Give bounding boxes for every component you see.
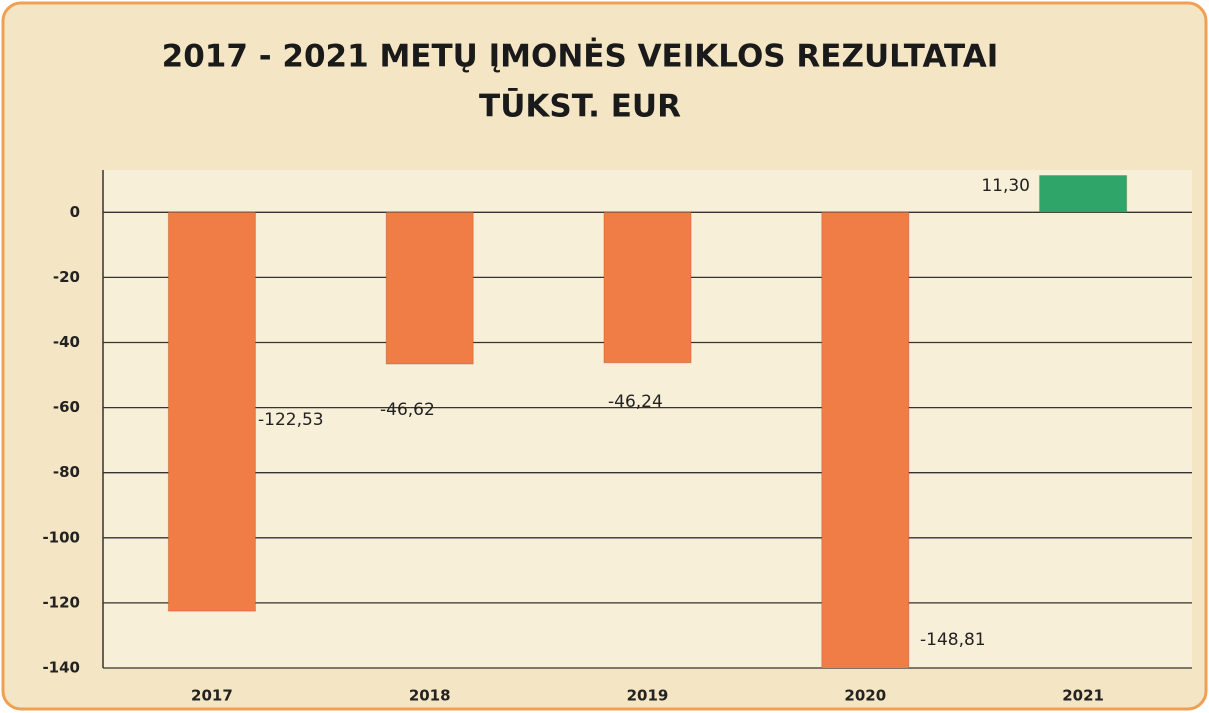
bar <box>167 211 256 612</box>
y-tick-label: -60 <box>53 398 80 416</box>
x-tick-label: 2020 <box>844 687 886 705</box>
value-label: -46,24 <box>608 392 663 412</box>
chart-title: 2017 - 2021 METŲ ĮMONĖS VEIKLOS REZULTAT… <box>162 39 999 75</box>
y-tick-label: -140 <box>42 659 80 677</box>
y-tick-label: -120 <box>42 593 80 611</box>
bar <box>1039 175 1128 213</box>
value-label: -148,81 <box>920 630 986 650</box>
bars <box>167 175 1128 668</box>
chart-subtitle: TŪKST. EUR <box>479 89 681 125</box>
y-tick-label: -100 <box>42 528 80 546</box>
bar <box>821 211 910 668</box>
value-label: -122,53 <box>258 410 324 430</box>
value-label: -46,62 <box>380 400 435 420</box>
y-tick-label: 0 <box>70 203 80 221</box>
x-tick-label: 2018 <box>409 687 451 705</box>
value-label: 11,30 <box>981 176 1030 196</box>
bar <box>385 211 474 365</box>
y-tick-label: -80 <box>53 463 80 481</box>
x-tick-label: 2021 <box>1062 687 1104 705</box>
x-tick-label: 2017 <box>191 687 233 705</box>
y-tick-label: -40 <box>53 333 80 351</box>
y-tick-label: -20 <box>53 268 80 286</box>
x-tick-label: 2019 <box>627 687 669 705</box>
bar <box>603 211 692 364</box>
